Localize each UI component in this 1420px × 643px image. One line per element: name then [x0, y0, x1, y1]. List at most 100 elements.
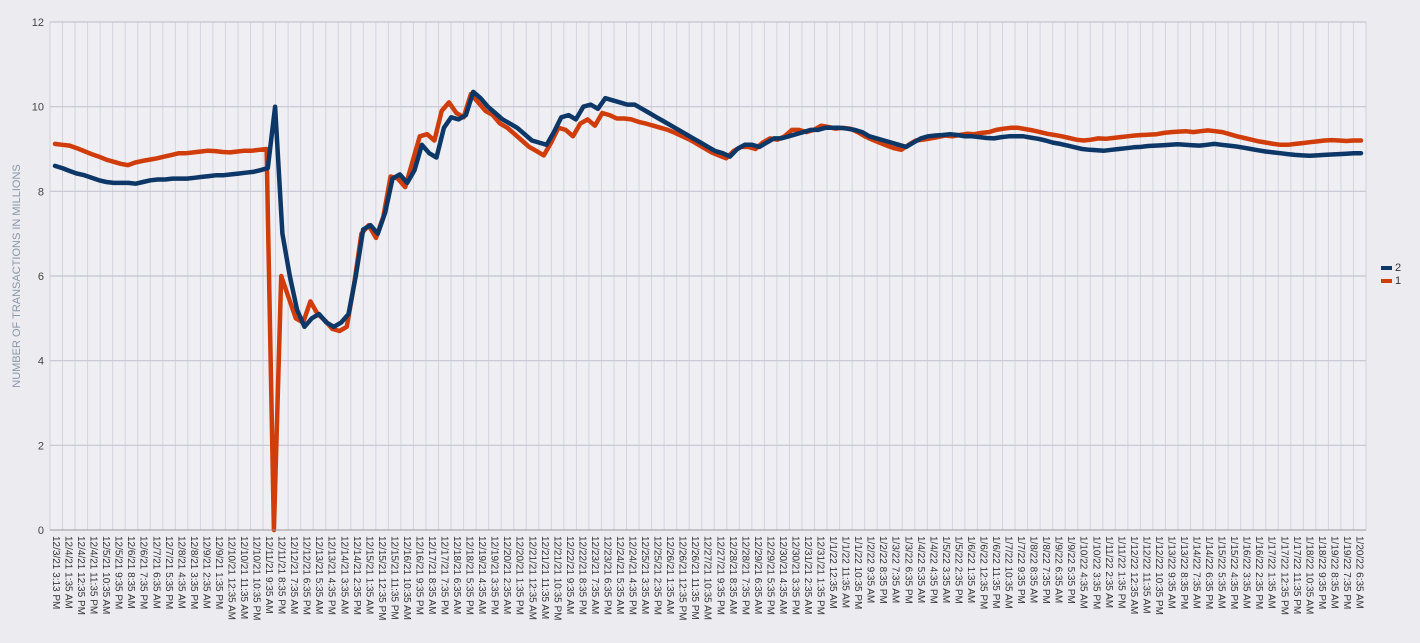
x-tick-label: 1/14/22 6:35 PM [1203, 536, 1214, 609]
x-tick-label: 12/21/21 11:35 AM [539, 536, 550, 619]
x-tick-label: 12/9/21 2:35 AM [200, 536, 211, 609]
x-tick-label: 12/5/21 10:35 AM [100, 536, 111, 614]
x-tick-label: 12/26/21 12:35 PM [677, 536, 688, 621]
x-tick-label: 12/19/21 4:35 AM [476, 536, 487, 614]
x-tick-label: 12/18/21 6:35 AM [451, 536, 462, 614]
x-tick-label: 12/23/21 7:35 AM [589, 536, 600, 614]
x-tick-label: 12/25/21 2:35 PM [652, 536, 663, 615]
x-tick-label: 1/11/22 2:35 AM [1103, 536, 1114, 608]
x-tick-label: 12/24/21 4:35 PM [627, 536, 638, 615]
x-tick-label: 1/12/22 10:35 PM [1153, 536, 1164, 615]
x-tick-label: 1/19/22 8:35 AM [1328, 536, 1339, 609]
x-tick-label: 12/11/21 9:35 AM [263, 536, 274, 614]
x-tick-label: 1/7/22 10:35 AM [1003, 536, 1014, 609]
x-tick-label: 1/8/22 8:35 AM [1028, 536, 1039, 603]
legend: 21 [1381, 262, 1401, 287]
x-tick-label: 1/1/22 12:35 AM [827, 536, 838, 609]
x-tick-label: 12/25/21 3:35 AM [639, 536, 650, 614]
x-tick-label: 12/20/21 2:35 AM [501, 536, 512, 614]
x-tick-label: 12/22/21 8:35 PM [576, 536, 587, 615]
x-axis-ticks: 12/3/21 3:13 PM 12/4/21 1:35 AM 12/4/21 12… [50, 536, 1364, 621]
x-tick-label: 1/2/22 9:35 AM [865, 536, 876, 603]
x-tick-label: 12/31/21 1:35 PM [815, 536, 826, 615]
x-tick-label: 1/13/22 8:35 PM [1178, 536, 1189, 609]
y-tick-label: 2 [38, 440, 44, 452]
x-tick-label: 12/21/21 12:35 AM [526, 536, 537, 620]
x-tick-label: 1/16/22 3:35 AM [1241, 536, 1252, 609]
x-tick-label: 12/6/21 8:35 AM [125, 536, 136, 609]
x-tick-label: 1/15/22 4:35 PM [1228, 536, 1239, 609]
x-tick-label: 12/29/21 6:35 AM [752, 536, 763, 614]
x-tick-label: 12/30/21 4:35 AM [777, 536, 788, 614]
x-tick-label: 12/14/21 2:35 PM [351, 536, 362, 615]
x-tick-label: 1/9/22 6:35 AM [1053, 536, 1064, 603]
x-tick-label: 1/13/22 9:35 AM [1165, 536, 1176, 609]
x-tick-label: 1/1/22 11:35 AM [840, 536, 851, 608]
x-tick-label: 12/3/21 3:13 PM [50, 536, 61, 609]
x-tick-label: 12/12/21 7:35 AM [288, 536, 299, 614]
legend-swatch-1 [1381, 279, 1392, 283]
legend-swatch-2 [1381, 266, 1392, 270]
x-tick-label: 1/3/22 6:35 PM [902, 536, 913, 604]
x-tick-label: 12/4/21 11:35 PM [88, 536, 99, 614]
x-tick-label: 12/5/21 9:35 PM [113, 536, 124, 609]
x-tick-label: 1/10/22 4:35 AM [1078, 536, 1089, 609]
x-tick-label: 12/12/21 6:35 PM [301, 536, 312, 615]
x-tick-label: 12/8/21 3:35 PM [188, 536, 199, 609]
y-tick-label: 12 [32, 17, 44, 29]
x-tick-label: 12/19/21 3:35 PM [489, 536, 500, 615]
x-tick-label: 1/6/22 11:35 PM [990, 536, 1001, 609]
x-tick-label: 12/27/21 10:35 AM [702, 536, 713, 620]
x-tick-label: 12/4/21 12:35 PM [75, 536, 86, 615]
x-tick-label: 1/4/22 5:35 AM [915, 536, 926, 603]
x-tick-label: 12/22/21 9:35 AM [564, 536, 575, 614]
x-tick-label: 1/11/22 1:35 PM [1115, 536, 1126, 609]
x-tick-label: 12/30/21 3:35 PM [789, 536, 800, 615]
x-tick-label: 12/7/21 6:35 AM [150, 536, 161, 609]
x-tick-label: 1/8/22 7:35 PM [1040, 536, 1051, 604]
y-axis-ticks: 0 2 4 6 8 10 12 [32, 17, 44, 537]
x-tick-label: 1/17/22 11:35 PM [1291, 536, 1302, 614]
x-tick-label: 1/4/22 4:35 PM [927, 536, 938, 604]
x-tick-label: 1/7/22 9:35 PM [1015, 536, 1026, 604]
x-tick-label: 12/10/21 11:35 AM [238, 536, 249, 619]
y-tick-label: 6 [38, 271, 44, 283]
x-tick-label: 12/28/21 7:35 PM [739, 536, 750, 615]
y-tick-label: 8 [38, 186, 44, 198]
x-tick-label: 12/23/21 6:35 PM [601, 536, 612, 615]
y-tick-label: 10 [32, 102, 44, 114]
y-axis-title: NUMBER OF TRANSACTIONS IN MILLIONS [11, 164, 23, 388]
x-tick-label: 1/10/22 3:35 PM [1090, 536, 1101, 609]
x-tick-label: 12/27/21 9:35 PM [714, 536, 725, 615]
x-tick-label: 12/11/21 8:35 PM [276, 536, 287, 614]
series-line-2 [52, 89, 1364, 330]
x-tick-label: 12/14/21 3:35 AM [338, 536, 349, 614]
x-tick-label: 12/8/21 4:35 AM [175, 536, 186, 609]
x-tick-label: 1/2/22 8:35 PM [877, 536, 888, 604]
x-tick-label: 12/18/21 5:35 PM [464, 536, 475, 615]
x-tick-label: 12/7/21 5:35 PM [163, 536, 174, 609]
x-tick-label: 1/12/22 11:35 AM [1140, 536, 1151, 614]
x-tick-label: 1/5/22 3:35 AM [940, 536, 951, 603]
x-tick-label: 12/20/21 1:35 PM [514, 536, 525, 615]
x-tick-label: 12/6/21 7:35 PM [138, 536, 149, 609]
x-tick-label: 1/14/22 7:35 AM [1191, 536, 1202, 609]
x-tick-label: 1/18/22 9:35 PM [1316, 536, 1327, 609]
x-tick-label: 12/21/21 10:35 PM [551, 536, 562, 621]
x-tick-label: 1/18/22 10:35 AM [1303, 536, 1314, 614]
x-tick-label: 12/26/21 11:35 PM [689, 536, 700, 620]
x-tick-label: 1/20/22 6:35 AM [1353, 536, 1364, 609]
x-tick-label: 12/16/21 10:35 AM [401, 536, 412, 620]
y-tick-label: 0 [38, 525, 44, 537]
x-tick-label: 12/15/21 12:35 PM [376, 536, 387, 621]
x-tick-label: 12/13/21 4:35 PM [326, 536, 337, 615]
x-tick-label: 1/17/22 1:35 AM [1266, 536, 1277, 609]
x-tick-label: 12/4/21 1:35 AM [63, 536, 74, 609]
x-tick-label: 12/13/21 5:35 AM [313, 536, 324, 614]
x-tick-label: 12/9/21 1:35 PM [213, 536, 224, 609]
x-tick-label: 12/28/21 8:35 AM [727, 536, 738, 614]
x-tick-label: 1/9/22 5:35 PM [1065, 536, 1076, 604]
x-tick-label: 1/3/22 7:35 AM [890, 536, 901, 603]
y-tick-label: 4 [38, 356, 44, 368]
